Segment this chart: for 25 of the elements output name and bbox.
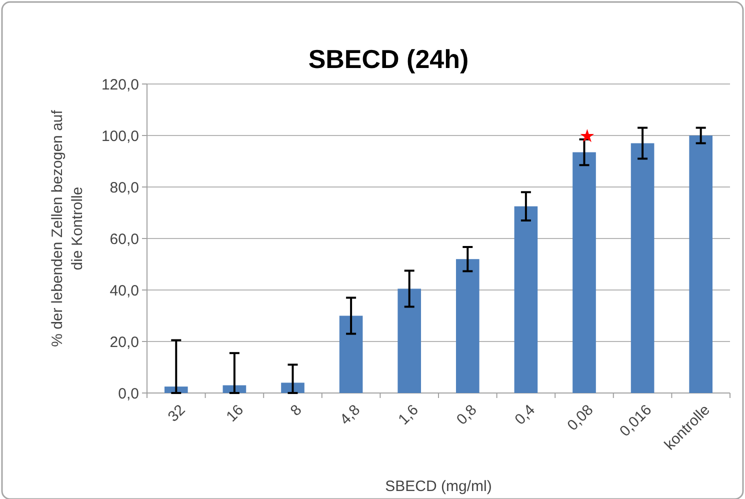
y-tick-label: 100,0 (101, 128, 139, 145)
x-axis-title: SBECD (mg/ml) (385, 478, 492, 495)
x-tick-label: 8 (287, 402, 306, 420)
bar (689, 136, 713, 393)
x-tick-label: 4,8 (336, 402, 364, 428)
x-tick-label: 32 (164, 402, 189, 426)
y-axis-title: % der lebenden Zellen bezogen auf die Kontrolle (49, 109, 86, 347)
y-tick-label: 60,0 (110, 230, 139, 248)
bar (572, 152, 596, 393)
bar (339, 316, 363, 393)
bar (398, 288, 422, 393)
bar (456, 259, 480, 393)
y-tick-label: 80,0 (110, 179, 139, 196)
y-tick-label: 120,0 (101, 76, 139, 94)
chart-title: SBECD (24h) (308, 44, 469, 74)
bar (630, 143, 654, 393)
x-tick-label: 0,8 (453, 402, 480, 428)
x-tick-label: 1,6 (395, 402, 422, 428)
y-tick-label: 0,0 (118, 385, 139, 402)
x-tick-label: 16 (223, 402, 247, 426)
x-tick-label: 0,4 (512, 402, 538, 428)
y-tick-label: 20,0 (110, 334, 139, 351)
x-tick-label: 0,08 (564, 402, 597, 434)
bar (514, 206, 538, 393)
y-tick-label: 40,0 (110, 282, 139, 300)
